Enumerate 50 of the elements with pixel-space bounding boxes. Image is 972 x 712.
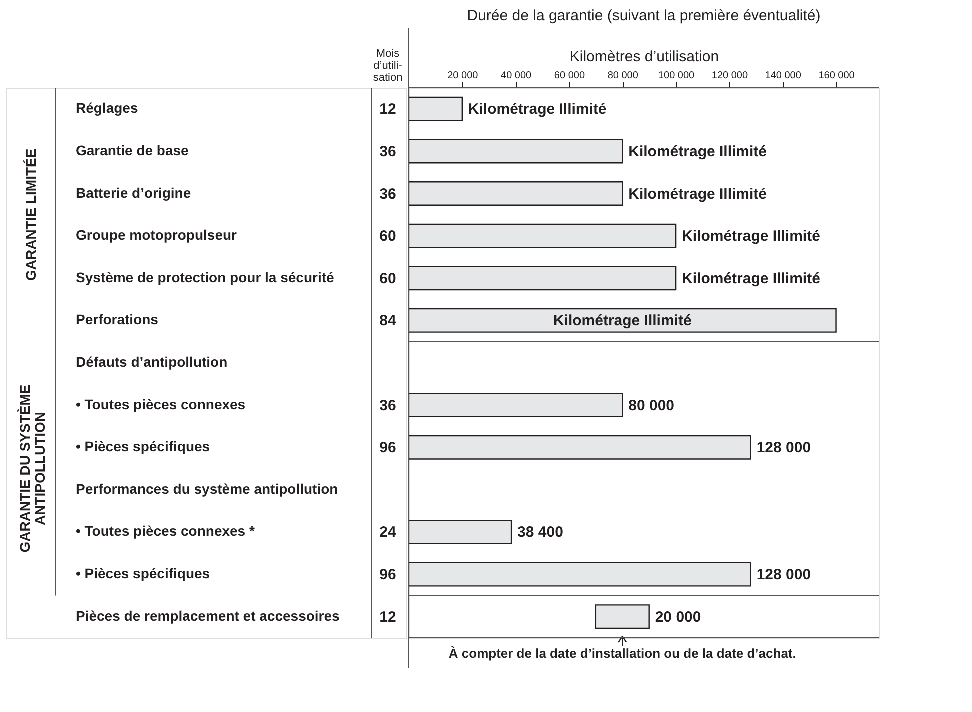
x-axis-title: Kilomètres d’utilisation bbox=[570, 48, 720, 66]
y-tick-label: • Pièces spécifiques bbox=[76, 438, 210, 455]
data-label: 80 000 bbox=[628, 397, 675, 414]
text: 60 bbox=[380, 228, 396, 246]
y-tick-label: • Toutes pièces connexes bbox=[76, 396, 246, 412]
text: 24 bbox=[380, 524, 397, 542]
bar bbox=[595, 604, 650, 630]
x-tick-label: 160 000 bbox=[818, 70, 856, 82]
text: 96 bbox=[380, 566, 396, 584]
x-tick-label: 60 000 bbox=[554, 70, 586, 82]
chart-title: Durée de la garantie (suivant la première éventualité) bbox=[467, 8, 821, 24]
y-tick-label: Perforations bbox=[76, 312, 159, 328]
data-label: 128 000 bbox=[756, 440, 812, 457]
y-tick-label: • Pièces spécifiques bbox=[76, 566, 210, 582]
text: 12 bbox=[380, 608, 396, 626]
y-tick-label: Groupe motopropulseur bbox=[76, 227, 238, 244]
x-tick-label: 120 000 bbox=[712, 70, 748, 82]
text: Mois d’utili- sation bbox=[373, 48, 403, 84]
text: GARANTIE DU SYSTÈME ANTIPOLLUTION bbox=[17, 384, 48, 553]
x-tick-label: 140 000 bbox=[765, 70, 802, 82]
text: 36 bbox=[380, 186, 396, 203]
data-label: 38 400 bbox=[518, 524, 564, 542]
text: GARANTIE LIMITÉE bbox=[23, 148, 39, 282]
text: 84 bbox=[380, 312, 397, 330]
data-label: 128 000 bbox=[756, 566, 812, 584]
text: 60 bbox=[380, 270, 396, 288]
data-label: Kilométrage Illimité bbox=[682, 270, 820, 288]
data-label: Kilométrage Illimité bbox=[628, 143, 768, 160]
x-tick-label: 40 000 bbox=[501, 70, 532, 82]
data-label: Kilométrage Illimité bbox=[468, 101, 607, 118]
x-tick-label: 80 000 bbox=[608, 70, 639, 82]
data-label: 20 000 bbox=[655, 608, 702, 626]
y-tick-label: Défauts d’antipollution bbox=[76, 354, 228, 370]
y-tick-label: Réglages bbox=[76, 100, 138, 116]
text: 96 bbox=[380, 440, 396, 457]
data-label: Kilométrage Illimité bbox=[628, 186, 768, 203]
x-tick-label: 20 000 bbox=[448, 70, 479, 82]
y-tick-label: Garantie de base bbox=[76, 142, 190, 158]
x-tick-label: 100 000 bbox=[658, 70, 696, 82]
text: 36 bbox=[380, 143, 396, 160]
y-tick-label: Pièces de remplacement et accessoires bbox=[76, 608, 340, 624]
text: 36 bbox=[380, 397, 396, 414]
y-tick-label: • Toutes pièces connexes * bbox=[76, 523, 256, 540]
text: À compter de la date d’installation ou de la date d’achat. bbox=[448, 646, 796, 661]
y-tick-label: Système de protection pour la sécurité bbox=[76, 269, 335, 286]
data-label: Kilométrage Illimité bbox=[553, 312, 692, 330]
y-tick-label: Batterie d’origine bbox=[76, 184, 192, 201]
y-tick-label: Performances du système antipollution bbox=[76, 480, 338, 497]
text: 12 bbox=[380, 101, 396, 118]
data-label: Kilométrage Illimité bbox=[682, 228, 820, 246]
